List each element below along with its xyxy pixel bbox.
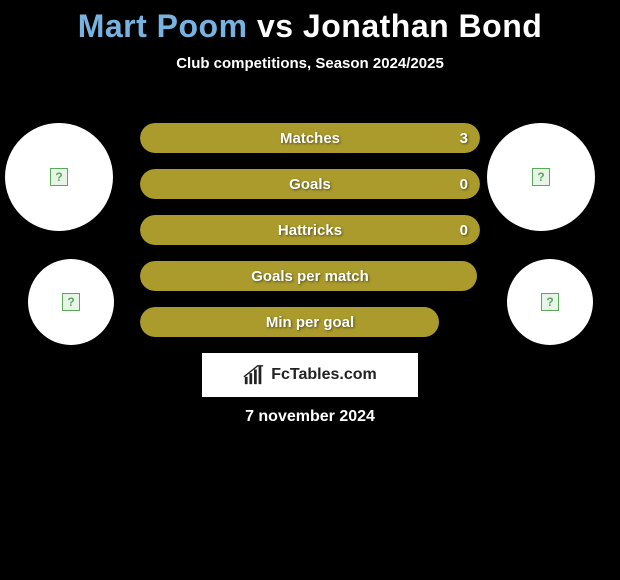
image-placeholder-icon: ? xyxy=(62,293,80,311)
image-placeholder-icon: ? xyxy=(541,293,559,311)
stat-bar: Min per goal xyxy=(140,307,480,337)
subtitle: Club competitions, Season 2024/2025 xyxy=(0,55,620,72)
stat-bar-value: 0 xyxy=(460,169,468,199)
stat-bar-label: Min per goal xyxy=(140,307,480,337)
stat-bar-label: Goals per match xyxy=(140,261,480,291)
bar-chart-icon xyxy=(243,364,265,386)
image-placeholder-icon: ? xyxy=(532,168,550,186)
player1-name: Mart Poom xyxy=(78,8,248,44)
image-placeholder-icon: ? xyxy=(50,168,68,186)
stat-bar-label: Hattricks xyxy=(140,215,480,245)
team-logo-bottom-left: ? xyxy=(28,259,114,345)
stat-bar-value: 0 xyxy=(460,215,468,245)
team-logo-bottom-right: ? xyxy=(507,259,593,345)
stat-bar-label: Goals xyxy=(140,169,480,199)
player-avatar-top-right: ? xyxy=(487,123,595,231)
stat-bar: Goals0 xyxy=(140,169,480,199)
player2-name: Jonathan Bond xyxy=(303,8,542,44)
site-name: FcTables.com xyxy=(271,366,377,384)
stat-bar: Goals per match xyxy=(140,261,480,291)
stat-bar-label: Matches xyxy=(140,123,480,153)
player-avatar-top-left: ? xyxy=(5,123,113,231)
page-title: Mart Poom vs Jonathan Bond xyxy=(0,0,620,45)
stat-bar-value: 3 xyxy=(460,123,468,153)
stat-bar: Matches3 xyxy=(140,123,480,153)
vs-text: vs xyxy=(257,8,294,44)
date-text: 7 november 2024 xyxy=(0,408,620,426)
stats-bars: Matches3Goals0Hattricks0Goals per matchM… xyxy=(140,123,480,353)
stat-bar: Hattricks0 xyxy=(140,215,480,245)
site-badge: FcTables.com xyxy=(202,353,418,397)
